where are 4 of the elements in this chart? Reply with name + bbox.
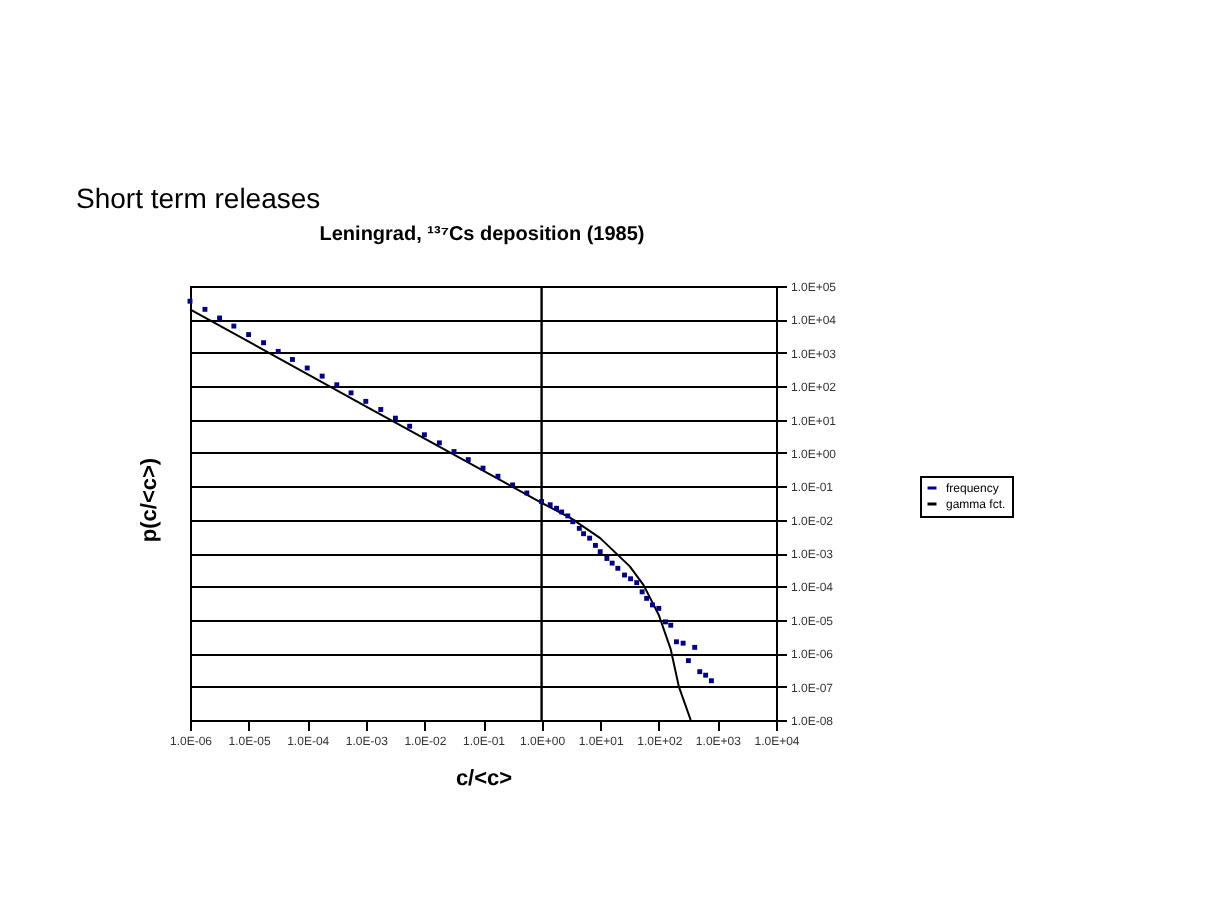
- chart-title: Short term releases: [76, 182, 321, 214]
- chart-subtitle: Leningrad, ¹³⁷Cs deposition (1985): [319, 224, 645, 246]
- y-axis-title: p(c/<c>): [138, 457, 162, 543]
- x-axis-title: c/<c>: [455, 767, 513, 791]
